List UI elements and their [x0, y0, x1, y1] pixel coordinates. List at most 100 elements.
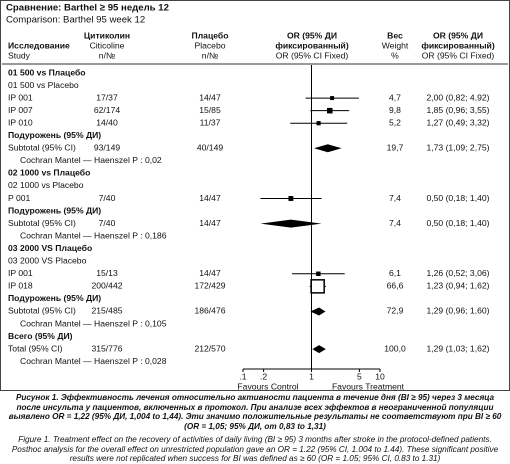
caption-en: Figure 1. Treatment effect on the recove… [11, 435, 499, 464]
caption-lead: Рисунок 1. [15, 393, 59, 402]
column-header: n/№ [202, 50, 218, 60]
column-header: Исследование [8, 40, 70, 50]
subtotal-header: Подурожень (95% ДИ) [8, 130, 101, 140]
citicoline-n: 215/485 [91, 306, 122, 316]
x-tick-label: 1 [309, 371, 314, 381]
column-header: Placebo [194, 40, 225, 50]
x-tick-label: 5 [357, 371, 362, 381]
placebo-n: 11/37 [200, 117, 221, 127]
study-name: IP 007 [8, 105, 33, 115]
citicoline-n: 200/442 [91, 281, 122, 291]
group-header: 01 500 vs Плацебо [8, 67, 86, 77]
weight-box [330, 96, 335, 101]
column-header: фиксированный) [421, 40, 495, 50]
frame [0, 0, 510, 391]
study-name: IP 018 [8, 281, 33, 291]
caption-text: Эффективность лечения относительно актив… [8, 393, 502, 431]
odds-ratio: 1,85 (0,96; 3,55) [426, 105, 489, 115]
weight: 72,9 [387, 306, 404, 316]
caption-ru: Рисунок 1. Эффективность лечения относит… [4, 393, 506, 431]
weight: 7,4 [389, 218, 401, 228]
study-name: Subtotal (95% CI) [8, 143, 76, 153]
x-tick-label: .2 [260, 371, 267, 381]
axis-label-left: Favours Control [237, 381, 298, 391]
group-header-en: 02 1000 vs Placebo [8, 180, 84, 190]
weight: 66,6 [387, 281, 404, 291]
column-header: Study [8, 50, 31, 60]
heterogeneity: Cochran Mantel — Haenszel P : 0,028 [20, 356, 167, 366]
heterogeneity: Cochran Mantel — Haenszel P : 0,105 [20, 318, 167, 328]
citicoline-n: 62/174 [94, 105, 121, 115]
weight: 5,2 [389, 117, 401, 127]
odds-ratio: 1,26 (0,52; 3,06) [426, 268, 489, 278]
column-header: OR (95% CI Fixed) [276, 50, 349, 60]
citicoline-n: 315/776 [91, 343, 122, 353]
group-header: 02 1000 vs Плацебо [8, 168, 90, 178]
placebo-n: 212/570 [194, 343, 225, 353]
column-header: Цитиколин [84, 30, 130, 40]
subtitle: Comparison: Barthel 95 week 12 [6, 15, 145, 26]
weight-box [327, 107, 333, 114]
citicoline-n: 93/149 [94, 143, 121, 153]
odds-ratio: 1,73 (1,09; 2,75) [426, 143, 489, 153]
placebo-n: 172/429 [194, 281, 225, 291]
citicoline-n: 17/37 [96, 92, 118, 102]
heterogeneity: Cochran Mantel — Haenszel P : 0,186 [20, 230, 167, 240]
citicoline-n: 14/40 [96, 117, 118, 127]
weight: 19,7 [387, 143, 404, 153]
odds-ratio: 0,50 (0,18; 1,40) [426, 218, 489, 228]
weight: 7,4 [389, 193, 401, 203]
study-name: IP 001 [8, 268, 33, 278]
odds-ratio: 1,27 (0,49; 3,32) [426, 117, 489, 127]
placebo-n: 14/47 [199, 268, 221, 278]
axis-label-right: Favours Treatment [332, 381, 405, 391]
odds-ratio: 1,29 (1,03; 1,62) [426, 343, 489, 353]
placebo-n: 14/47 [199, 218, 221, 228]
weight-box [310, 279, 325, 294]
column-header: % [391, 50, 399, 60]
placebo-n: 186/476 [194, 306, 225, 316]
citicoline-n: 15/13 [96, 268, 118, 278]
weight: 9,8 [389, 105, 401, 115]
placebo-n: 14/47 [199, 92, 221, 102]
column-header: Citicoline [90, 40, 125, 50]
study-name: Subtotal (95% CI) [8, 218, 76, 228]
column-header: OR (95% ДИ [287, 30, 337, 40]
weight-box [316, 121, 321, 126]
title: Сравнение: Barthel ≥ 95 недель 12 [6, 3, 169, 14]
forest-plot: Сравнение: Barthel ≥ 95 недель 12 Compar… [0, 0, 510, 391]
column-header: OR (95% ДИ [433, 30, 483, 40]
column-header: OR (95% CI Fixed) [422, 50, 495, 60]
group-header-en: 03 2000 VS Placebo [8, 256, 87, 266]
column-header: Плацебо [192, 30, 229, 40]
total-header: Всего (95% ДИ) [8, 331, 73, 341]
x-tick-label: 10 [375, 371, 385, 381]
placebo-n: 15/85 [199, 105, 221, 115]
weight: 6,1 [389, 268, 401, 278]
column-header: Weight [382, 40, 409, 50]
group-header: 03 2000 VS Плацебо [8, 243, 92, 253]
weight: 4,7 [389, 92, 401, 102]
subtotal-header: Подурожень (95% ДИ) [8, 293, 101, 303]
column-header: фиксированный) [275, 40, 349, 50]
study-name: Subtotal (95% CI) [8, 306, 76, 316]
pooled-diamond [310, 307, 326, 316]
study-name: IP 010 [8, 117, 33, 127]
pooled-diamond [260, 219, 322, 228]
odds-ratio: 2,00 (0,82; 4,92) [426, 92, 489, 102]
subtotal-header: Подурожень (95% ДИ) [8, 205, 101, 215]
citicoline-n: 7/40 [99, 193, 116, 203]
odds-ratio: 1,29 (0,96; 1,60) [426, 306, 489, 316]
heterogeneity: Cochran Mantel — Haenszel P : 0,02 [20, 155, 162, 165]
placebo-n: 40/149 [197, 143, 224, 153]
odds-ratio: 1,23 (0,94; 1,62) [426, 281, 489, 291]
citicoline-n: 7/40 [99, 218, 116, 228]
study-name: IP 001 [8, 92, 33, 102]
study-name: P 001 [8, 193, 31, 203]
placebo-n: 14/47 [199, 193, 221, 203]
x-tick-label: .1 [239, 371, 246, 381]
pooled-diamond [312, 345, 326, 354]
column-header: Вес [387, 30, 403, 40]
pooled-diamond [314, 144, 342, 153]
